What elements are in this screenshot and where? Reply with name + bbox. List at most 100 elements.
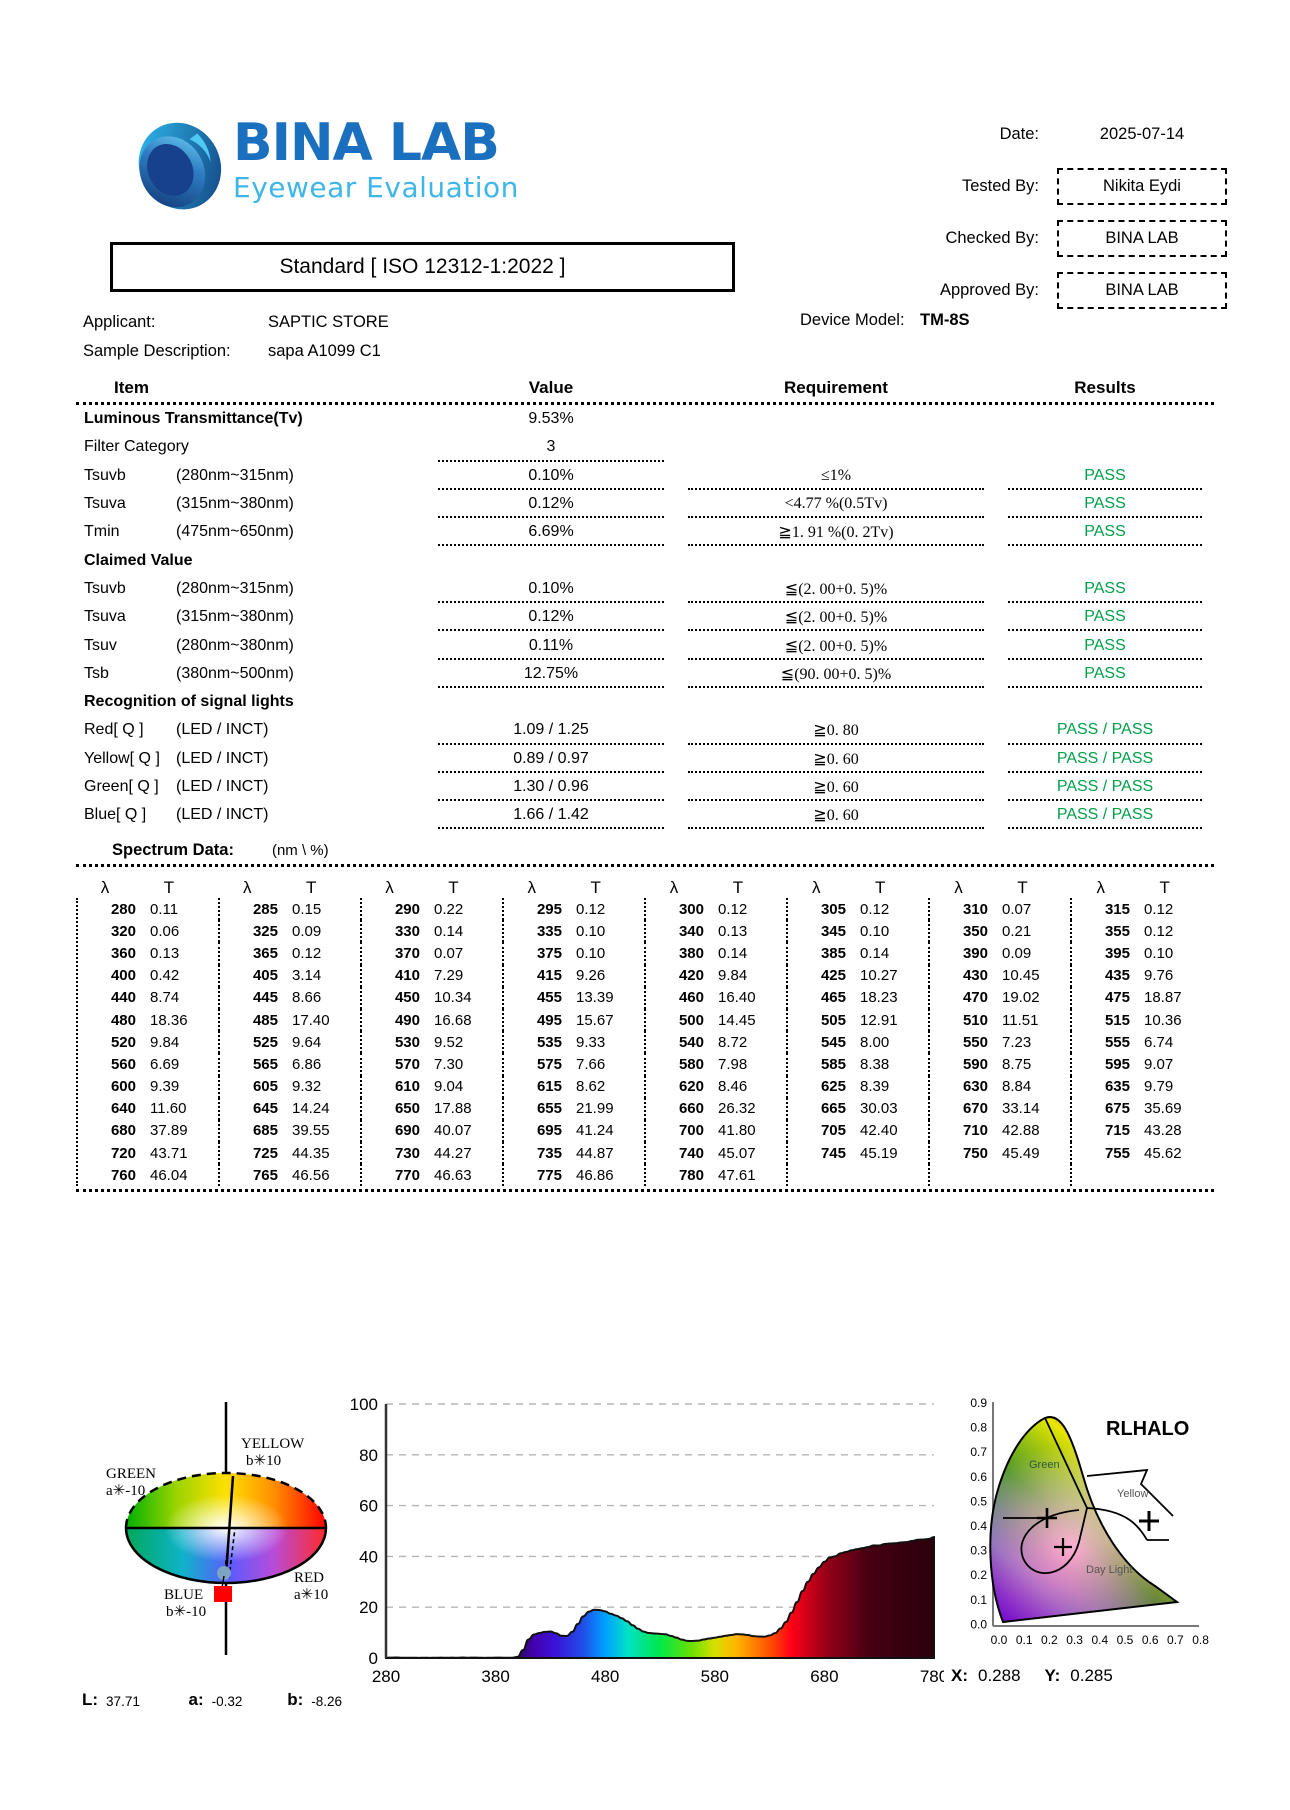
spectrum-cell: 585 8.38 bbox=[788, 1053, 930, 1076]
spectrum-bottom-rule bbox=[76, 1189, 1214, 1193]
spectrum-wavelength: 650 bbox=[394, 1100, 420, 1118]
results-row-value: 6.69% bbox=[426, 518, 676, 547]
header-results: Results bbox=[1074, 378, 1136, 397]
spectrum-wavelength: 780 bbox=[678, 1166, 704, 1184]
lab-color-panel: YELLOW b✳10 GREEN a✳-10 RED a✳10 BLUE b✳… bbox=[76, 1400, 376, 1730]
spectrum-transmittance: 0.13 bbox=[150, 944, 180, 962]
results-row-value: 0.11% bbox=[426, 631, 676, 660]
cie-y-tick-label: 0.5 bbox=[970, 1494, 987, 1508]
spectrum-wavelength: 340 bbox=[678, 922, 704, 940]
spectrum-transmittance: 0.14 bbox=[718, 944, 748, 962]
spectrum-cell: 540 8.72 bbox=[646, 1031, 788, 1054]
results-row: Tsuva (315nm~380nm) 0.12% <4.77 %(0.5Tv) PAS… bbox=[76, 490, 1214, 519]
spectrum-transmittance: 0.06 bbox=[150, 922, 180, 940]
results-row-value bbox=[426, 688, 676, 716]
lab-blue-axis: b✳-10 bbox=[166, 1604, 206, 1620]
spectrum-transmittance: 45.49 bbox=[1002, 1144, 1040, 1162]
cie-x-tick-label: 0.2 bbox=[1041, 1633, 1058, 1647]
cie-y-tick-label: 0.2 bbox=[970, 1568, 987, 1582]
spectrum-wavelength: 430 bbox=[962, 967, 988, 985]
spectrum-cell: 470 19.02 bbox=[930, 986, 1072, 1009]
results-row-item-name: Tsb bbox=[84, 664, 109, 682]
spectrum-cell: 735 44.87 bbox=[504, 1142, 646, 1165]
results-row-value: 0.12% bbox=[426, 490, 676, 519]
spectrum-wavelength: 630 bbox=[962, 1078, 988, 1096]
cie-daylight-label: Day Light bbox=[1086, 1564, 1132, 1576]
results-row-result: PASS bbox=[996, 518, 1214, 547]
spectrum-wavelength: 495 bbox=[536, 1011, 562, 1029]
spectrum-transmittance: 9.52 bbox=[434, 1033, 464, 1051]
spectrum-wavelength: 515 bbox=[1104, 1011, 1130, 1029]
spectrum-transmittance: 0.10 bbox=[576, 922, 606, 940]
results-row-result bbox=[996, 433, 1214, 461]
spectrum-cell: 315 0.12 bbox=[1072, 898, 1214, 920]
spectrum-wavelength: 440 bbox=[110, 989, 136, 1007]
spectrum-transmittance: 7.66 bbox=[576, 1055, 606, 1073]
spectrum-wavelength: 365 bbox=[252, 944, 278, 962]
spectrum-wavelength: 465 bbox=[820, 989, 846, 1007]
lab-b-group: b: -8.26 bbox=[287, 1690, 376, 1710]
cie-x-tick-label: 0.0 bbox=[991, 1633, 1008, 1647]
sample-label: Sample Description: bbox=[83, 342, 231, 360]
spectrum-cell: 350 0.21 bbox=[930, 920, 1072, 943]
spectrum-transmittance: 7.23 bbox=[1002, 1033, 1032, 1051]
cie-y-tick-label: 0.9 bbox=[970, 1396, 987, 1410]
spectrum-row: 520 9.84 525 9.64 530 9.52 535 9.33 540 8.72 545 8.… bbox=[78, 1031, 1214, 1054]
spectrum-transmittance: 45.62 bbox=[1144, 1144, 1182, 1162]
spectrum-transmittance: 9.84 bbox=[718, 967, 748, 985]
spectrum-cell bbox=[930, 1164, 1072, 1187]
lab-red-label: RED bbox=[294, 1570, 324, 1586]
spectrum-cell: 505 12.91 bbox=[788, 1008, 930, 1032]
spectrum-wavelength: 740 bbox=[678, 1144, 704, 1162]
spectrum-col-t: T bbox=[448, 878, 459, 897]
spectrum-row: 320 0.06 325 0.09 330 0.14 335 0.10 340 0.13 345 0.… bbox=[78, 920, 1214, 943]
spectrum-col-t: T bbox=[875, 878, 886, 897]
chart-x-tick-label: 680 bbox=[810, 1667, 838, 1686]
results-row: Claimed Value bbox=[76, 546, 1214, 574]
spectrum-cell: 440 8.74 bbox=[78, 986, 220, 1009]
spectrum-transmittance: 8.38 bbox=[860, 1055, 890, 1073]
results-row-requirement bbox=[676, 688, 996, 716]
cie-values-row: X: 0.288 Y: 0.285 bbox=[951, 1666, 1137, 1686]
spectrum-cell: 545 8.00 bbox=[788, 1031, 930, 1054]
results-row: Tsuva (315nm~380nm) 0.12% ≦(2. 00+0. 5)% PAS… bbox=[76, 603, 1214, 632]
results-row-item-name: Tsuvb bbox=[84, 466, 126, 484]
spectrum-wavelength: 705 bbox=[820, 1122, 846, 1140]
spectrum-cell: 775 46.86 bbox=[504, 1164, 646, 1187]
results-row-requirement: ≧0. 60 bbox=[676, 801, 996, 830]
spectrum-wavelength: 745 bbox=[820, 1144, 846, 1162]
spectrum-wavelength: 620 bbox=[678, 1078, 704, 1096]
spectrum-cell: 760 46.04 bbox=[78, 1164, 220, 1187]
spectrum-transmittance: 41.24 bbox=[576, 1122, 614, 1140]
lab-L-value: 37.71 bbox=[106, 1694, 140, 1709]
tested-by-value: Nikita Eydi bbox=[1057, 167, 1227, 205]
chart-y-tick-label: 40 bbox=[359, 1547, 378, 1566]
spectrum-cell: 390 0.09 bbox=[930, 942, 1072, 965]
results-row-item-name: Tsuvb bbox=[84, 579, 126, 597]
spectrum-wavelength: 550 bbox=[962, 1033, 988, 1051]
chart-x-tick-label: 380 bbox=[481, 1667, 509, 1686]
spectrum-wavelength: 660 bbox=[678, 1100, 704, 1118]
results-row-item: Luminous Transmittance(Tv) bbox=[84, 410, 303, 428]
spectrum-transmittance: 0.07 bbox=[434, 944, 464, 962]
spectrum-cell: 770 46.63 bbox=[362, 1164, 504, 1187]
spectrum-wavelength: 565 bbox=[252, 1055, 278, 1073]
results-body: Luminous Transmittance(Tv) 9.53% Filter Ca… bbox=[76, 405, 1214, 830]
spectrum-transmittance: 0.42 bbox=[150, 967, 180, 985]
spectrum-transmittance: 8.72 bbox=[718, 1033, 748, 1051]
results-row-requirement: ≧0. 60 bbox=[676, 773, 996, 802]
spectrum-transmittance: 0.12 bbox=[718, 900, 748, 918]
spectrum-wavelength: 595 bbox=[1104, 1055, 1130, 1073]
spectrum-transmittance: 19.02 bbox=[1002, 989, 1040, 1007]
spectrum-cell: 690 40.07 bbox=[362, 1119, 504, 1143]
spectrum-transmittance: 26.32 bbox=[718, 1100, 756, 1118]
spectrum-wavelength: 625 bbox=[820, 1078, 846, 1096]
spectrum-cell: 405 3.14 bbox=[220, 964, 362, 987]
spectrum-transmittance: 14.45 bbox=[718, 1011, 756, 1029]
spectrum-cell: 555 6.74 bbox=[1072, 1031, 1214, 1053]
cie-yellow-label: Yellow bbox=[1117, 1488, 1148, 1500]
results-row: Tmin (475nm~650nm) 6.69% ≧1. 91 %(0. 2Tv) PA… bbox=[76, 518, 1214, 547]
spectrum-cell: 380 0.14 bbox=[646, 942, 788, 965]
